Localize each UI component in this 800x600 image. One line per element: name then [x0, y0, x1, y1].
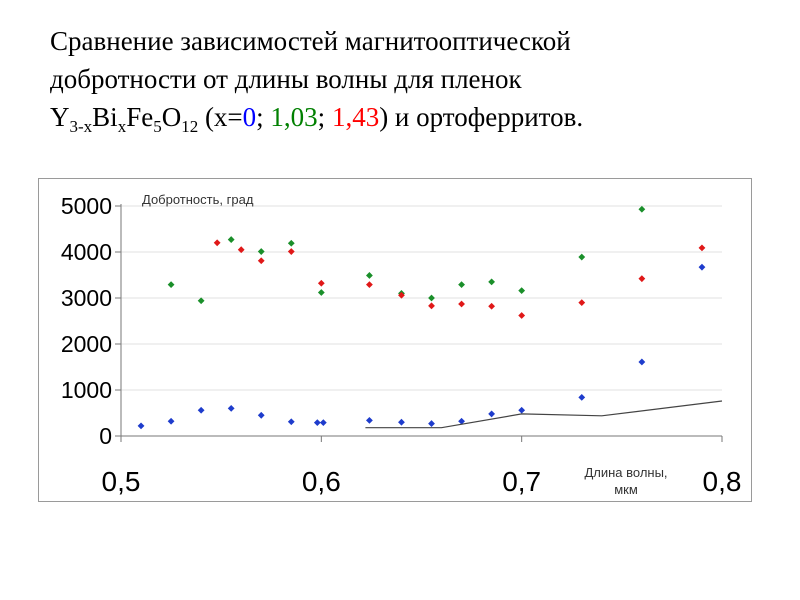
- tick-labels: 0 1000 2000 3000 4000 5000 0,5 0,6 0,7 0,8: [61, 193, 742, 497]
- formula-y: Y: [50, 102, 70, 132]
- data-point: [428, 302, 435, 310]
- y-tick-label: 4000: [61, 239, 112, 265]
- gridlines: [121, 205, 722, 391]
- data-point: [257, 411, 265, 419]
- formula-y-sub: 3-x: [69, 117, 93, 136]
- title-line-1: Сравнение зависимостей магнитооптической: [50, 26, 571, 56]
- data-point: [317, 279, 325, 287]
- x-tick-label: 0,8: [703, 466, 742, 497]
- data-point: [227, 236, 235, 243]
- series-line: [365, 400, 723, 429]
- axes: [115, 204, 723, 442]
- paren-open: (x=: [198, 102, 243, 132]
- data-point: [488, 302, 496, 310]
- x-axis-label-line1: Длина волны,: [584, 465, 667, 480]
- data-point: [488, 278, 496, 286]
- separator-2: ;: [317, 102, 332, 132]
- data-point: [366, 272, 373, 279]
- y-tick-label: 2000: [61, 331, 112, 357]
- title-line-2: добротности от длины волны для пленок: [50, 64, 522, 94]
- data-point: [319, 419, 327, 427]
- x-tick-label: 0,6: [302, 466, 341, 497]
- separator-1: ;: [256, 102, 271, 132]
- data-point: [578, 393, 586, 401]
- data-point: [237, 246, 245, 254]
- x-tick-label: 0,7: [502, 466, 541, 497]
- data-point: [458, 300, 465, 308]
- data-point: [458, 417, 465, 425]
- title-tail: ) и ортоферритов.: [379, 102, 584, 132]
- data-marks: [137, 205, 723, 430]
- data-point: [197, 406, 205, 414]
- data-point: [317, 289, 325, 296]
- y-tick-label: 1000: [61, 377, 112, 403]
- x-value-2: 1,43: [331, 102, 380, 132]
- x-axis-label-line2: мкм: [614, 482, 638, 497]
- data-point: [257, 257, 265, 265]
- data-point: [698, 244, 706, 252]
- data-point: [313, 419, 321, 427]
- formula-fe: Fe: [126, 102, 154, 132]
- y-tick-label: 0: [99, 423, 112, 449]
- formula-bi-sub: x: [117, 117, 127, 136]
- data-point: [213, 239, 221, 247]
- title-line-3: Y3-xBixFe5O12 (x=0; 1,03; 1,43) и ортофе…: [50, 98, 770, 136]
- y-axis-label: Добротность, град: [142, 192, 254, 207]
- data-point: [227, 405, 235, 412]
- data-point: [638, 275, 646, 283]
- slide-title: Сравнение зависимостей магнитооптической…: [50, 22, 770, 136]
- data-point: [197, 297, 205, 305]
- chart-frame: [38, 178, 752, 502]
- formula-o: O: [161, 102, 182, 132]
- data-point: [398, 418, 405, 426]
- data-point: [366, 416, 373, 424]
- data-point: [518, 406, 526, 414]
- formula-o-sub: 12: [181, 117, 199, 136]
- data-point: [638, 358, 646, 366]
- data-point: [428, 294, 435, 302]
- data-point: [488, 410, 496, 418]
- data-point: [167, 281, 175, 289]
- data-point: [398, 291, 405, 299]
- data-point: [257, 248, 265, 255]
- data-point: [518, 287, 526, 295]
- data-point: [698, 263, 706, 271]
- data-point: [458, 281, 465, 289]
- data-point: [167, 417, 175, 425]
- y-tick-label: 5000: [61, 193, 112, 219]
- formula-bi: Bi: [92, 102, 118, 132]
- data-point: [518, 312, 526, 319]
- data-point: [638, 205, 646, 213]
- data-point: [578, 299, 586, 306]
- data-point: [428, 420, 435, 427]
- y-tick-label: 3000: [61, 285, 112, 311]
- x-value-1: 1,03: [270, 102, 318, 132]
- formula-fe-sub: 5: [153, 117, 162, 136]
- x-tick-label: 0,5: [102, 466, 141, 497]
- x-value-0: 0: [242, 102, 257, 132]
- data-point: [137, 422, 145, 430]
- scatter-chart: 0 1000 2000 3000 4000 5000 0,5 0,6 0,7 0,8 Доброт…: [38, 178, 752, 502]
- data-point: [366, 281, 373, 289]
